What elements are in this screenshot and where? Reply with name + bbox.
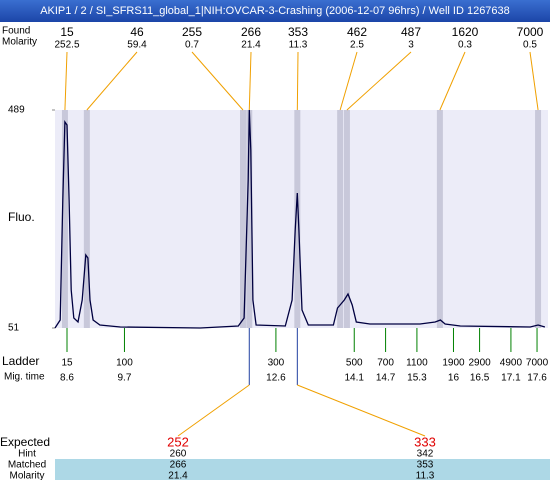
peak-molarity: 0.5	[523, 40, 537, 51]
peak-size: 266	[241, 25, 261, 39]
peak-molarity: 2.5	[350, 40, 364, 51]
molarity-label: Molarity	[2, 37, 37, 48]
y-tick-label: 51	[8, 323, 20, 334]
expected-connector	[177, 384, 250, 437]
peak-band	[337, 110, 344, 328]
peak-band	[83, 110, 90, 328]
ladder-label: Ladder	[2, 354, 39, 368]
expected-label: Expected	[0, 435, 50, 449]
ladder-size: 1900	[442, 358, 465, 369]
title: AKIP1 / 2 / SI_SFRS11_global_1|NIH:OVCAR…	[40, 5, 510, 17]
ladder-time: 14.1	[345, 373, 365, 384]
ladder-size: 4900	[500, 358, 523, 369]
peaks-label: Found	[2, 26, 30, 37]
ladder-size: 300	[268, 358, 285, 369]
ladder-time: 17.6	[527, 373, 547, 384]
peak-band	[343, 110, 350, 328]
ladder-time: 17.1	[501, 373, 521, 384]
ladder-time: 12.6	[266, 373, 286, 384]
peak-size: 15	[60, 25, 74, 39]
row-value: 21.4	[168, 471, 188, 480]
peak-size: 462	[347, 25, 367, 39]
peak-connector	[529, 51, 539, 111]
peak-molarity: 21.4	[241, 40, 261, 51]
mig-time-label: Mig. time	[4, 372, 45, 383]
peak-band	[61, 110, 68, 328]
peak-molarity: 0.7	[185, 40, 199, 51]
peak-size: 1620	[452, 25, 479, 39]
row-value: 353	[417, 460, 434, 471]
peak-molarity: 252.5	[54, 40, 79, 51]
peak-connector	[339, 51, 358, 111]
ladder-time: 9.7	[118, 373, 132, 384]
ladder-time: 14.7	[376, 373, 396, 384]
peak-size: 255	[182, 25, 202, 39]
peak-connector	[191, 51, 244, 111]
peak-molarity: 59.4	[127, 40, 147, 51]
peak-connector	[248, 51, 252, 111]
trace	[54, 109, 546, 329]
y-label: Fluo.	[8, 210, 35, 224]
row-value: 260	[170, 449, 187, 460]
ladder-size: 700	[377, 358, 394, 369]
matched-band	[55, 459, 550, 480]
peak-size: 46	[130, 25, 144, 39]
ladder-time: 16.5	[470, 373, 490, 384]
ladder-size: 100	[116, 358, 133, 369]
peak-connector	[64, 51, 68, 111]
ladder-size: 500	[346, 358, 363, 369]
ladder-size: 15	[61, 358, 73, 369]
peak-band	[246, 110, 253, 328]
peak-connector	[439, 51, 466, 111]
peak-band	[240, 110, 247, 328]
row-value: 342	[417, 449, 434, 460]
ladder-time: 15.3	[407, 373, 427, 384]
row-label: Matched	[8, 460, 46, 471]
row-label: Hint	[18, 449, 36, 460]
peak-molarity: 3	[408, 40, 414, 51]
peak-connector	[346, 51, 412, 111]
ladder-size: 1100	[406, 358, 428, 369]
expected-value: 252	[167, 434, 189, 449]
row-value: 11.3	[416, 471, 435, 480]
peak-connector	[86, 51, 138, 111]
peak-size: 353	[288, 25, 308, 39]
ladder-size: 2900	[468, 358, 491, 369]
peak-band	[436, 110, 443, 328]
peak-band	[535, 110, 542, 328]
title-bar	[0, 0, 550, 22]
peak-band	[294, 110, 301, 328]
ladder-time: 8.6	[60, 373, 74, 384]
ladder-size: 7000	[526, 358, 549, 369]
y-tick-label: 489	[8, 105, 25, 116]
row-label: Molarity	[9, 471, 44, 480]
peak-size: 487	[401, 25, 421, 39]
expected-connector	[297, 384, 426, 437]
peak-connector	[296, 51, 299, 111]
expected-value: 333	[414, 434, 436, 449]
ladder-time: 16	[448, 373, 460, 384]
peak-molarity: 11.3	[289, 40, 308, 51]
row-value: 266	[170, 460, 187, 471]
peak-molarity: 0.3	[458, 40, 472, 51]
peak-size: 7000	[517, 25, 544, 39]
